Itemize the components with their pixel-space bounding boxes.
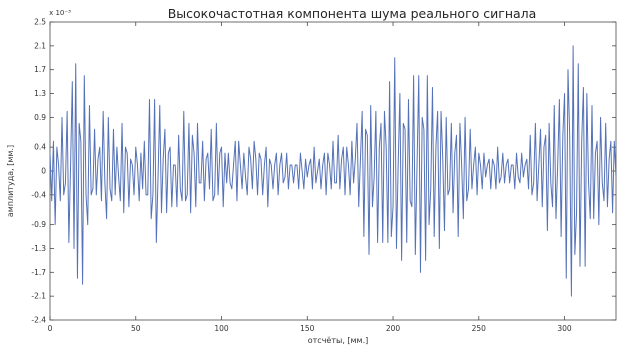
chart-title: Высокочастотная компонента шума реальног… <box>168 6 537 21</box>
x-tick-label: 200 <box>386 324 401 333</box>
y-tick-label: -1.7 <box>31 268 46 277</box>
y-tick-label: -2.1 <box>31 292 46 301</box>
x-tick-label: 50 <box>131 324 141 333</box>
x-tick-label: 150 <box>300 324 315 333</box>
y-tick-label: 2.1 <box>34 41 46 50</box>
y-tick-label: 1.3 <box>34 89 46 98</box>
x-tick-label: 0 <box>48 324 53 333</box>
y-tick-label: -0.9 <box>31 220 46 229</box>
y-tick-label: 1.7 <box>34 65 46 74</box>
y-exponent-label: x 10⁻³ <box>49 9 71 17</box>
y-axis: -2.4 -2.1 -1.7 -1.3 -0.9 -0.4 0 0.4 0.9 1.3 1.7 2.1… <box>31 18 616 325</box>
series-layer <box>49 45 617 297</box>
y-axis-label: амплитуда, [мм.] <box>6 145 15 217</box>
y-tick-label: -1.3 <box>31 244 46 253</box>
y-tick-label: 2.5 <box>34 18 46 27</box>
x-axis: 0 50 100 150 200 250 300 <box>48 22 572 333</box>
x-axis-label: отсчёты, [мм.] <box>308 336 369 345</box>
series-line-0 <box>49 45 617 297</box>
y-tick-label: 0 <box>41 167 46 176</box>
y-tick-label: -2.4 <box>31 316 46 325</box>
y-tick-label: 0.9 <box>34 113 46 122</box>
y-tick-label: 0.4 <box>34 143 46 152</box>
x-tick-label: 100 <box>214 324 229 333</box>
y-tick-label: -0.4 <box>31 190 46 199</box>
x-tick-label: 300 <box>557 324 572 333</box>
plot-area <box>49 21 617 321</box>
x-tick-label: 250 <box>472 324 487 333</box>
